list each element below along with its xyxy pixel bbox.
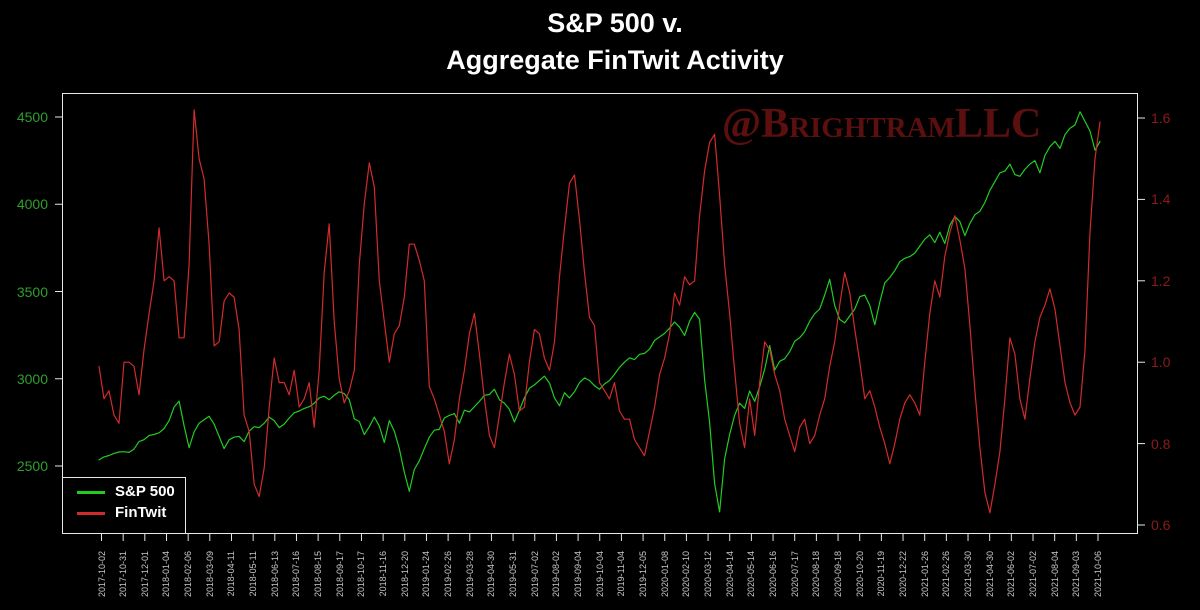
right-tick-label: 1.2 — [1151, 272, 1171, 289]
legend-item-sp500: S&P 500 — [63, 482, 185, 502]
left-tick-label: 3500 — [16, 283, 48, 300]
legend-box: S&P 500 FinTwit — [62, 477, 186, 534]
chart-title-line1: S&P 500 v. — [547, 8, 683, 38]
sp500-line-swatch — [77, 491, 105, 494]
chart-title-line2: Aggregate FinTwit Activity — [446, 45, 784, 75]
plot-frame — [62, 93, 1138, 534]
left-tick-label: 4500 — [16, 109, 48, 125]
watermark-text: @BrightramLLC — [722, 101, 1042, 147]
legend-label-sp500: S&P 500 — [115, 483, 175, 500]
right-tick-label: 0.8 — [1151, 435, 1171, 452]
legend-item-fintwit: FinTwit — [63, 503, 185, 523]
right-tick-label: 1.6 — [1151, 110, 1171, 126]
right-tick-label: 1.0 — [1151, 354, 1171, 371]
left-tick-label: 3000 — [16, 370, 48, 387]
right-tick-label: 0.6 — [1151, 517, 1171, 533]
series-line-fintwit — [98, 109, 1101, 514]
legend-label-fintwit: FinTwit — [115, 504, 167, 521]
right-tick-label: 1.4 — [1151, 191, 1171, 208]
left-tick-label: 4000 — [16, 196, 48, 213]
left-tick-label: 2500 — [16, 458, 48, 474]
series-line-sp500 — [98, 111, 1101, 513]
fintwit-line-swatch — [77, 512, 105, 515]
